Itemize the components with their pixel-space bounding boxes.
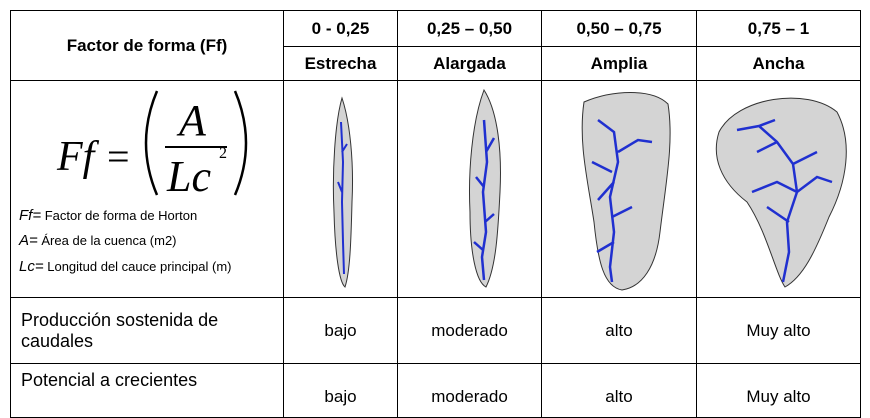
- formula-cell: Ff = A Lc 2 Ff= Factor de forma de Horto…: [10, 80, 284, 298]
- basin-outline: [469, 88, 501, 288]
- cell: moderado: [397, 297, 542, 364]
- data-row: Potencial a crecientes bajo moderado alt…: [10, 363, 861, 418]
- header-row: Factor de forma (Ff) 0 - 0,25 0,25 – 0,5…: [10, 10, 861, 81]
- shape-row: Ff = A Lc 2 Ff= Factor de forma de Horto…: [10, 80, 861, 298]
- cell: moderado: [397, 363, 542, 418]
- class: Amplia: [541, 46, 697, 81]
- legend-symbol: Ff=: [19, 207, 42, 224]
- legend-symbol: Lc=: [19, 258, 44, 275]
- cell: Muy alto: [696, 297, 861, 364]
- legend-item: Lc= Longitud del cauce principal (m): [19, 258, 232, 275]
- legend-item: A= Área de la cuenca (m2): [19, 232, 177, 249]
- formula-operator: =: [107, 134, 130, 179]
- formula-exponent: 2: [219, 145, 227, 162]
- class: Ancha: [696, 46, 861, 81]
- cell: bajo: [283, 297, 398, 364]
- legend-text: Área de la cuenca (m2): [41, 233, 177, 248]
- right-paren: [233, 90, 248, 196]
- class: Estrecha: [283, 46, 398, 81]
- legend-text: Factor de forma de Horton: [44, 208, 198, 223]
- cell: alto: [541, 363, 697, 418]
- formula-lhs: Ff: [57, 134, 95, 180]
- basin-cell: [283, 80, 398, 298]
- row-label: Potencial a crecientes: [10, 363, 284, 418]
- range: 0,25 – 0,50: [397, 10, 542, 47]
- shape-factor-table: Factor de forma (Ff) 0 - 0,25 0,25 – 0,5…: [10, 10, 861, 418]
- range: 0,50 – 0,75: [541, 10, 697, 47]
- basin-cell: [696, 80, 861, 298]
- class-row: Estrecha Alargada Amplia Ancha: [11, 46, 861, 81]
- basin-narrow: [332, 96, 354, 288]
- legend-item: Ff= Factor de forma de Horton: [19, 207, 197, 224]
- basin-cell: [541, 80, 697, 298]
- cell: alto: [541, 297, 697, 364]
- stream: [473, 119, 496, 281]
- cell: Muy alto: [696, 363, 861, 418]
- basin-elongated: [469, 88, 501, 288]
- stream: [591, 119, 653, 283]
- class: Alargada: [397, 46, 542, 81]
- basin-outline: [715, 97, 847, 288]
- range: 0,75 – 1: [696, 10, 861, 47]
- formula: Ff = A Lc 2 Ff= Factor de forma de Horto…: [11, 81, 283, 297]
- formula-denominator: Lc: [167, 152, 211, 201]
- stream: [337, 121, 348, 275]
- legend-symbol: A=: [19, 232, 38, 249]
- left-paren: [144, 90, 159, 196]
- formula-brackets: [144, 90, 248, 196]
- basin-broad: [715, 97, 847, 288]
- row-label: Producción sostenida de caudales: [10, 297, 284, 364]
- formula-numerator: A: [179, 96, 206, 145]
- header-title: Factor de forma (Ff): [10, 10, 284, 81]
- legend-text: Longitud del cauce principal (m): [47, 259, 232, 274]
- basin-cell: [397, 80, 542, 298]
- cell: bajo: [283, 363, 398, 418]
- data-row: Producción sostenida de caudales bajo mo…: [10, 297, 861, 364]
- range: 0 - 0,25: [283, 10, 398, 47]
- basin-wide: [581, 92, 671, 291]
- stream: [736, 118, 833, 283]
- basin-outline: [581, 92, 671, 291]
